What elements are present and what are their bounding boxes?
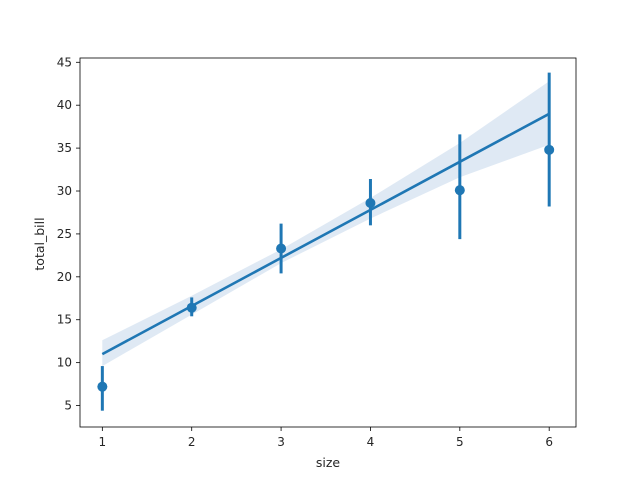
y-tick-label-40: 40 <box>57 98 72 112</box>
y-axis-label: total_bill <box>32 217 47 270</box>
regression-line <box>101 112 550 356</box>
y-tick-label-35: 35 <box>57 141 72 155</box>
x-tick-label-1: 1 <box>99 435 107 449</box>
y-tick-label-15: 15 <box>57 313 72 327</box>
y-tick-label-25: 25 <box>57 227 72 241</box>
data-point-4 <box>365 198 376 209</box>
data-point-5 <box>454 185 465 196</box>
data-point-3 <box>276 243 287 254</box>
x-tick-label-6: 6 <box>545 435 553 449</box>
y-tick-label-45: 45 <box>57 55 72 69</box>
data-point-2 <box>186 302 197 313</box>
y-tick-label-5: 5 <box>64 399 72 413</box>
x-tick-label-5: 5 <box>456 435 464 449</box>
x-axis-label: size <box>316 455 341 470</box>
x-tick-label-2: 2 <box>188 435 196 449</box>
y-tick-label-10: 10 <box>57 356 72 370</box>
plot-frame <box>79 57 577 428</box>
x-tick-label-3: 3 <box>277 435 285 449</box>
x-tick-label-4: 4 <box>367 435 375 449</box>
confidence-band <box>102 81 550 367</box>
y-tick-label-20: 20 <box>57 270 72 284</box>
data-point-6 <box>544 144 555 155</box>
data-point-1 <box>97 381 108 392</box>
y-tick-label-30: 30 <box>57 184 72 198</box>
